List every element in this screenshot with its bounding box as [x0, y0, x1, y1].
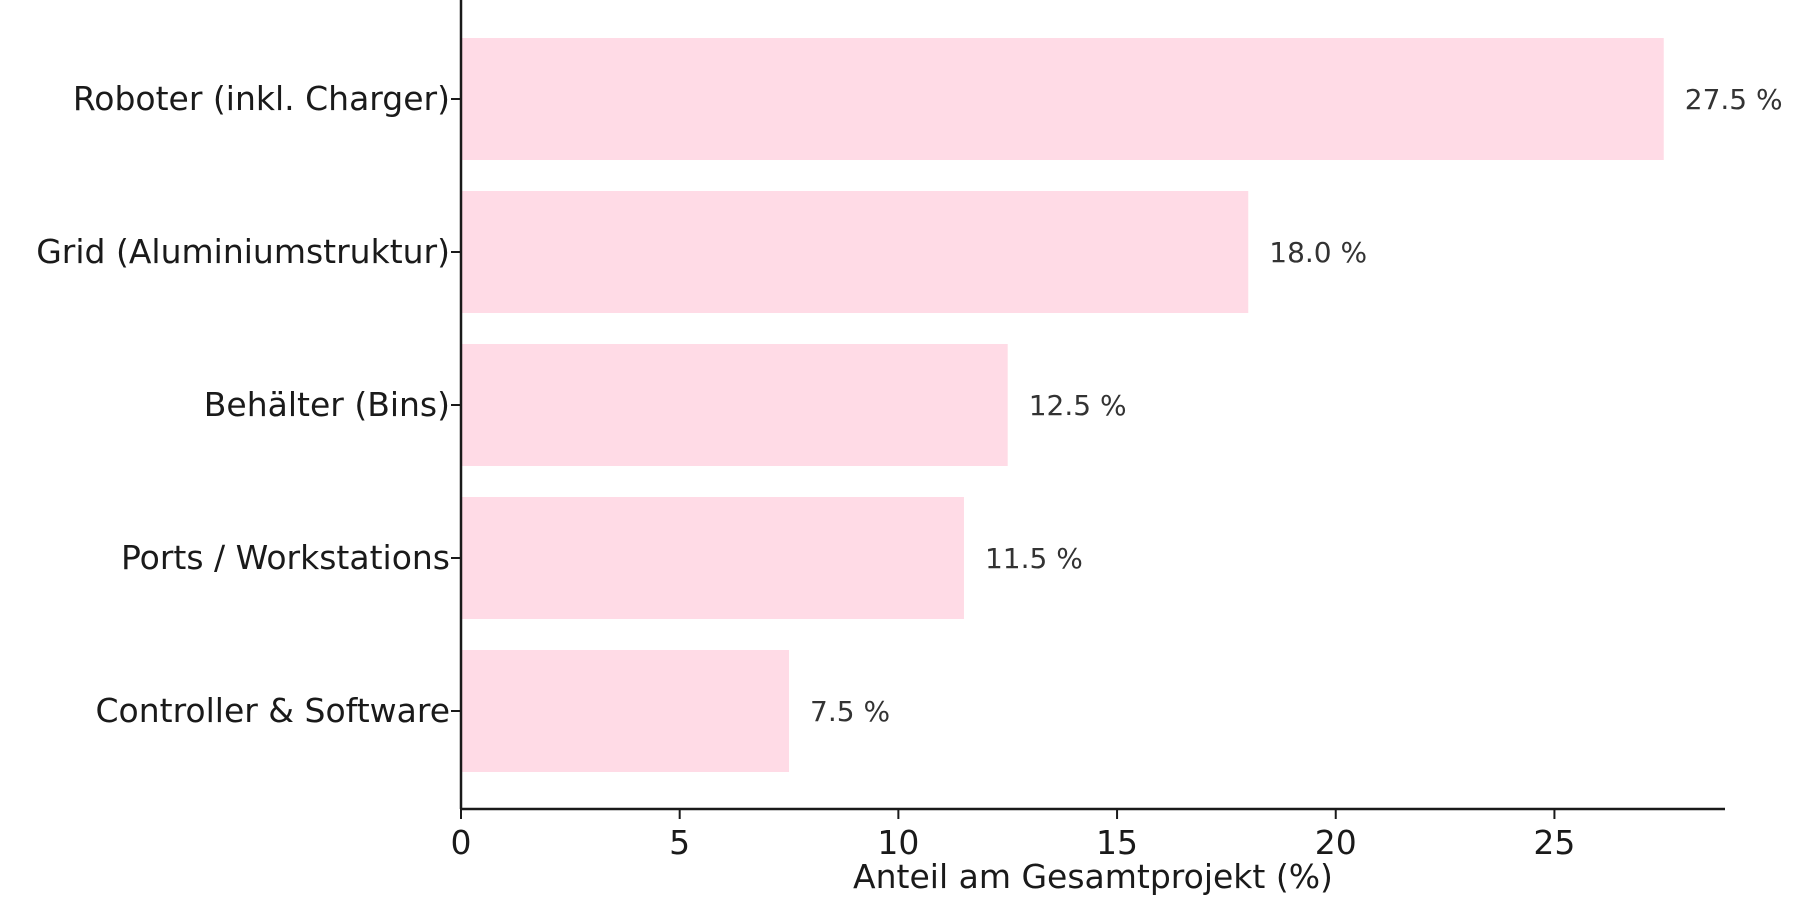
bar-3	[461, 344, 1008, 466]
value-label-1: 27.5 %	[1685, 83, 1783, 116]
category-label-3: Behälter (Bins)	[204, 385, 450, 424]
ticks-layer	[451, 98, 1556, 819]
category-label-4: Ports / Workstations	[121, 538, 450, 577]
x-tick-label-5: 5	[669, 823, 690, 862]
value-label-5: 7.5 %	[810, 695, 890, 728]
x-axis-title: Anteil am Gesamtprojekt (%)	[853, 857, 1333, 896]
category-label-5: Controller & Software	[95, 691, 450, 730]
value-label-2: 18.0 %	[1269, 236, 1367, 269]
bar-5	[461, 650, 790, 772]
x-tick-label-20: 20	[1315, 823, 1357, 862]
value-label-3: 12.5 %	[1029, 389, 1127, 422]
bar-2	[461, 191, 1249, 313]
x-tick-label-15: 15	[1096, 823, 1138, 862]
value-label-4: 11.5 %	[985, 542, 1083, 575]
category-label-2: Grid (Aluminiumstruktur)	[36, 232, 450, 271]
x-tick-label-25: 25	[1533, 823, 1575, 862]
x-tick-label-0: 0	[451, 823, 472, 862]
bar-1	[461, 38, 1664, 160]
category-label-1: Roboter (inkl. Charger)	[73, 79, 450, 118]
x-tick-label-10: 10	[877, 823, 919, 862]
bars-layer	[461, 38, 1664, 772]
bar-4	[461, 497, 964, 619]
labels-layer: Roboter (inkl. Charger) 27.5 % Grid (Alumi…	[36, 79, 1782, 862]
